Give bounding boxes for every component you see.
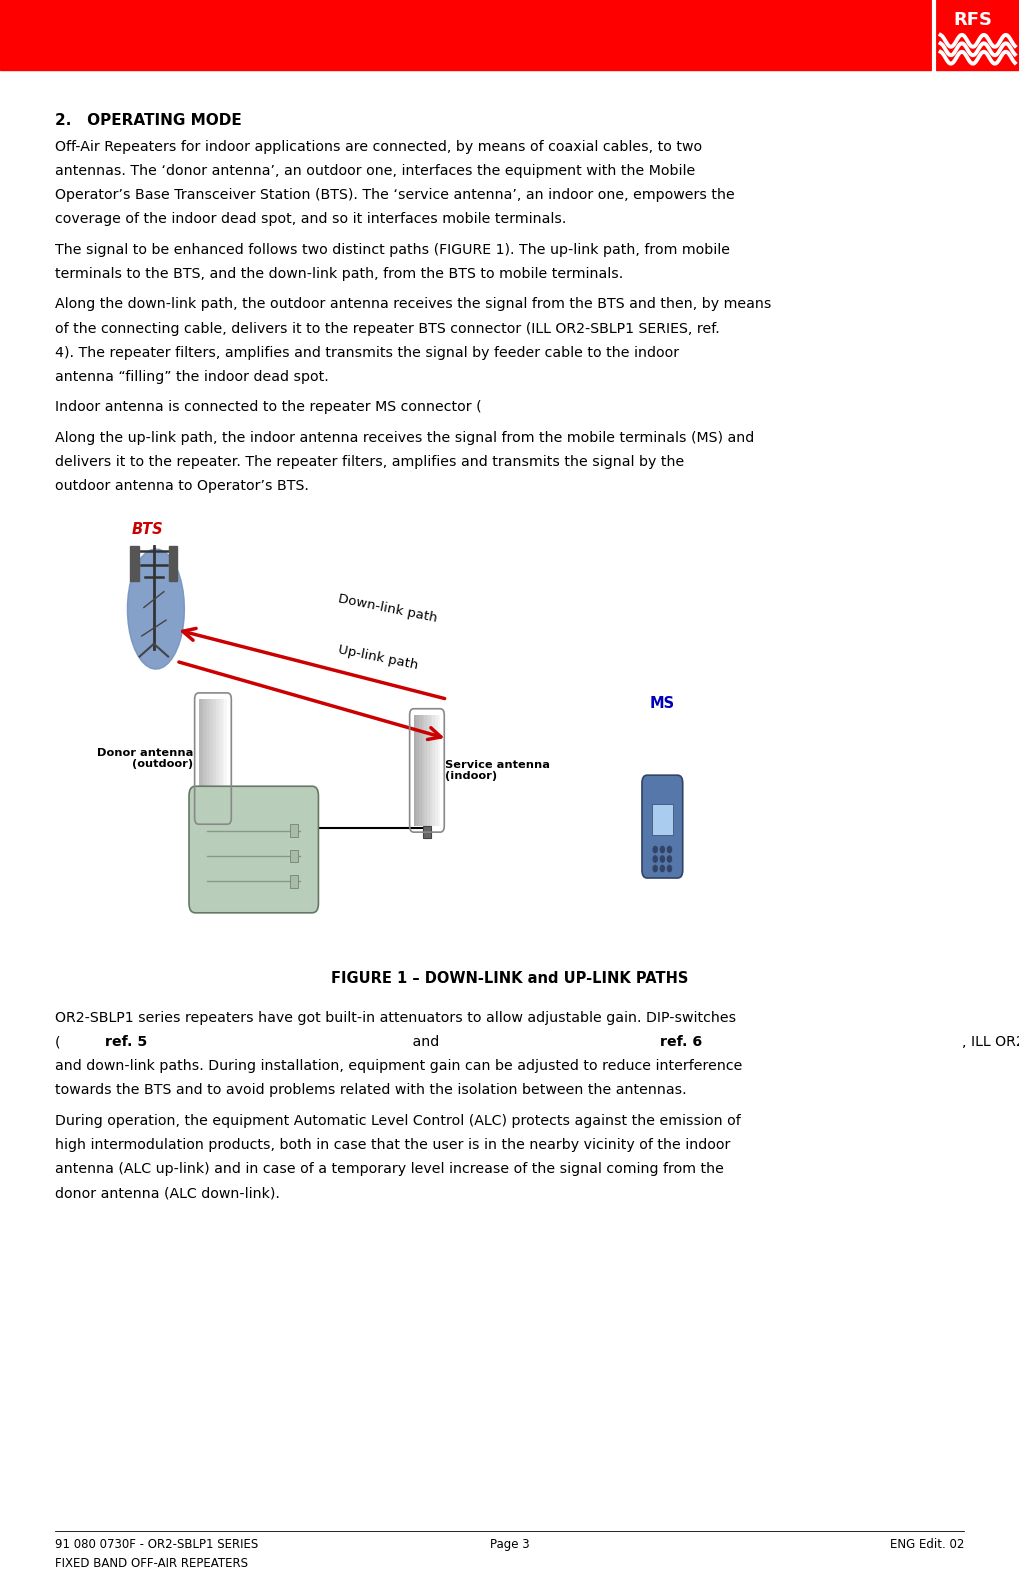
- Text: (: (: [55, 1035, 60, 1049]
- Circle shape: [667, 856, 672, 862]
- Bar: [0, 0, 1019, 70]
- Circle shape: [660, 846, 664, 853]
- Text: , ILL OR2-SBLP1 SERIES) are available to adjust the gain separately for up-link: , ILL OR2-SBLP1 SERIES) are available to…: [962, 1035, 1019, 1049]
- Bar: [130, 546, 139, 581]
- Text: and: and: [408, 1035, 443, 1049]
- Bar: [435, 715, 437, 826]
- Text: of the connecting cable, delivers it to the repeater BTS connector (ILL OR2-SBLP: of the connecting cable, delivers it to …: [55, 321, 719, 335]
- Text: Page 3: Page 3: [490, 1538, 529, 1550]
- Bar: [169, 546, 177, 581]
- Bar: [427, 715, 430, 826]
- Bar: [414, 715, 417, 826]
- Bar: [932, 0, 1019, 71]
- Text: ref. 6: ref. 6: [660, 1035, 702, 1049]
- Text: Up-link path: Up-link path: [337, 644, 420, 672]
- Circle shape: [667, 846, 672, 853]
- Text: coverage of the indoor dead spot, and so it interfaces mobile terminals.: coverage of the indoor dead spot, and so…: [55, 212, 567, 226]
- Text: towards the BTS and to avoid problems related with the isolation between the ant: towards the BTS and to avoid problems re…: [55, 1084, 687, 1098]
- Text: and down-link paths. During installation, equipment gain can be adjusted to redu: and down-link paths. During installation…: [55, 1058, 743, 1073]
- Circle shape: [653, 856, 657, 862]
- Text: antenna “filling” the indoor dead spot.: antenna “filling” the indoor dead spot.: [55, 370, 329, 384]
- Bar: [935, 0, 1019, 70]
- Bar: [209, 818, 217, 831]
- Bar: [437, 715, 440, 826]
- Bar: [289, 850, 298, 862]
- Circle shape: [660, 865, 664, 872]
- Circle shape: [653, 846, 657, 853]
- Bar: [219, 699, 221, 818]
- Bar: [210, 699, 213, 818]
- Bar: [419, 715, 422, 826]
- Text: RFS: RFS: [954, 11, 993, 28]
- Circle shape: [660, 856, 664, 862]
- Text: ENG Edit. 02: ENG Edit. 02: [890, 1538, 964, 1550]
- Text: Along the up-link path, the indoor antenna receives the signal from the mobile t: Along the up-link path, the indoor anten…: [55, 430, 754, 445]
- Bar: [289, 875, 298, 888]
- Circle shape: [653, 865, 657, 872]
- Text: Donor antenna
(outdoor): Donor antenna (outdoor): [97, 748, 194, 769]
- Bar: [652, 804, 673, 835]
- Polygon shape: [127, 549, 184, 669]
- Bar: [213, 699, 216, 818]
- Text: During operation, the equipment Automatic Level Control (ALC) protects against t: During operation, the equipment Automati…: [55, 1114, 741, 1128]
- Bar: [289, 824, 298, 837]
- Bar: [202, 699, 205, 818]
- Text: donor antenna (ALC down-link).: donor antenna (ALC down-link).: [55, 1186, 280, 1201]
- Text: outdoor antenna to Operator’s BTS.: outdoor antenna to Operator’s BTS.: [55, 479, 309, 494]
- Text: 4). The repeater filters, amplifies and transmits the signal by feeder cable to : 4). The repeater filters, amplifies and …: [55, 345, 679, 359]
- Text: 91 080 0730F - OR2-SBLP1 SERIES: 91 080 0730F - OR2-SBLP1 SERIES: [55, 1538, 258, 1550]
- Bar: [205, 699, 207, 818]
- Bar: [216, 699, 219, 818]
- Text: Off-Air Repeaters for indoor applications are connected, by means of coaxial cab: Off-Air Repeaters for indoor application…: [55, 139, 702, 153]
- Bar: [199, 699, 202, 818]
- Text: delivers it to the repeater. The repeater filters, amplifies and transmits the s: delivers it to the repeater. The repeate…: [55, 454, 685, 468]
- Bar: [432, 715, 435, 826]
- Text: antennas. The ‘donor antenna’, an outdoor one, interfaces the equipment with the: antennas. The ‘donor antenna’, an outdoo…: [55, 165, 695, 179]
- Bar: [424, 715, 427, 826]
- Text: MS: MS: [650, 696, 675, 710]
- Text: Operator’s Base Transceiver Station (BTS). The ‘service antenna’, an indoor one,: Operator’s Base Transceiver Station (BTS…: [55, 188, 735, 202]
- Text: FIGURE 1 – DOWN-LINK and UP-LINK PATHS: FIGURE 1 – DOWN-LINK and UP-LINK PATHS: [331, 971, 688, 986]
- Text: Along the down-link path, the outdoor antenna receives the signal from the BTS a: Along the down-link path, the outdoor an…: [55, 297, 771, 312]
- Text: The signal to be enhanced follows two distinct paths (FIGURE 1). The up-link pat: The signal to be enhanced follows two di…: [55, 242, 730, 256]
- Text: Down-link path: Down-link path: [337, 592, 438, 625]
- Bar: [417, 715, 419, 826]
- FancyBboxPatch shape: [189, 786, 318, 913]
- Text: Indoor antenna is connected to the repeater MS connector (: Indoor antenna is connected to the repea…: [55, 400, 482, 414]
- Text: BTS: BTS: [131, 522, 163, 536]
- Bar: [221, 699, 224, 818]
- Bar: [207, 699, 210, 818]
- Bar: [423, 826, 431, 838]
- Text: FIXED BAND OFF-AIR REPEATERS: FIXED BAND OFF-AIR REPEATERS: [55, 1557, 248, 1569]
- Text: antenna (ALC up-link) and in case of a temporary level increase of the signal co: antenna (ALC up-link) and in case of a t…: [55, 1161, 723, 1175]
- Text: high intermodulation products, both in case that the user is in the nearby vicin: high intermodulation products, both in c…: [55, 1137, 731, 1152]
- Text: ref. 5: ref. 5: [105, 1035, 148, 1049]
- Bar: [430, 715, 432, 826]
- Circle shape: [667, 865, 672, 872]
- FancyBboxPatch shape: [642, 775, 683, 878]
- Bar: [224, 699, 227, 818]
- Text: OR2-SBLP1 series repeaters have got built-in attenuators to allow adjustable gai: OR2-SBLP1 series repeaters have got buil…: [55, 1011, 736, 1025]
- Text: 2.   OPERATING MODE: 2. OPERATING MODE: [55, 114, 242, 128]
- Text: terminals to the BTS, and the down-link path, from the BTS to mobile terminals.: terminals to the BTS, and the down-link …: [55, 267, 624, 282]
- Text: Service antenna
(indoor): Service antenna (indoor): [445, 759, 550, 782]
- Bar: [422, 715, 424, 826]
